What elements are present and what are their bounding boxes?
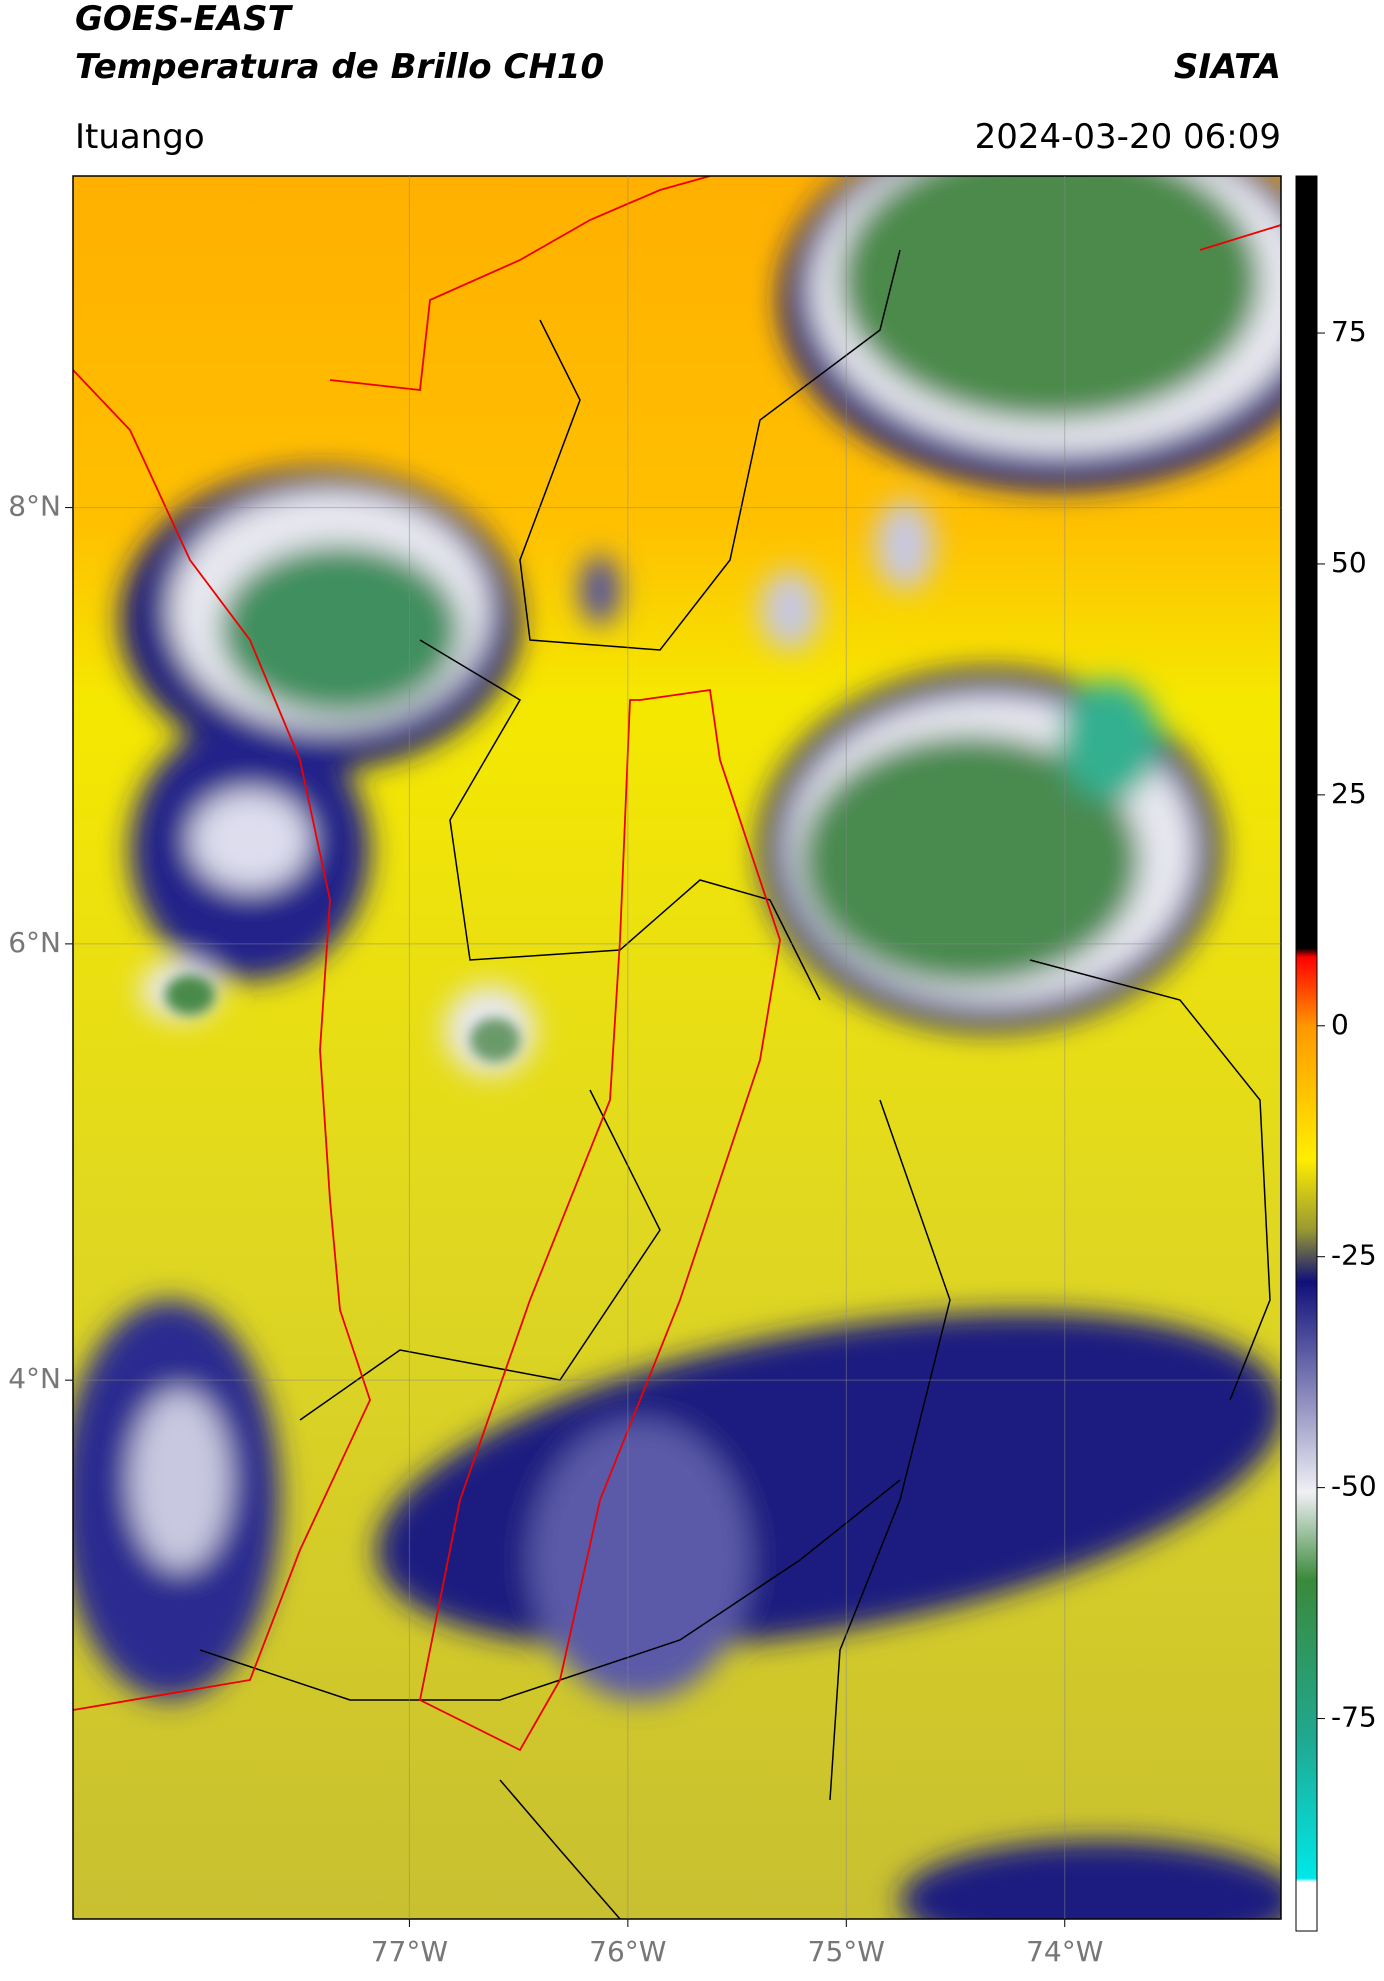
- colorbar: [1295, 175, 1318, 1932]
- subtitle: Temperatura de Brillo CH10: [75, 47, 604, 87]
- x-tick-label: 75°W: [808, 1935, 885, 1968]
- satellite-image: [73, 176, 1281, 1919]
- colorbar-tick-label: 0: [1331, 1008, 1349, 1041]
- borders: [199, 249, 1271, 1919]
- y-tick-label: 6°N: [8, 926, 61, 959]
- coastline: [73, 176, 1281, 1752]
- colorbar-tick-label: -25: [1331, 1239, 1377, 1272]
- x-tick-label: 77°W: [371, 1935, 448, 1968]
- datetime: 2024-03-20 06:09: [975, 117, 1281, 157]
- location: Ituango: [75, 117, 205, 157]
- colorbar-tick-label: -50: [1331, 1470, 1377, 1503]
- colorbar-tick-label: 25: [1331, 777, 1367, 810]
- x-tick-label: 74°W: [1026, 1935, 1103, 1968]
- map-frame: [72, 175, 1282, 1920]
- agency: SIATA: [1174, 47, 1281, 87]
- colorbar-tick-label: -75: [1331, 1701, 1377, 1734]
- title: GOES-EAST: [75, 0, 294, 39]
- y-tick-label: 4°N: [8, 1362, 61, 1395]
- colorbar-tick-label: 75: [1331, 315, 1367, 348]
- colorbar-tick-label: 50: [1331, 546, 1367, 579]
- x-tick-label: 76°W: [589, 1935, 666, 1968]
- y-tick-label: 8°N: [8, 490, 61, 523]
